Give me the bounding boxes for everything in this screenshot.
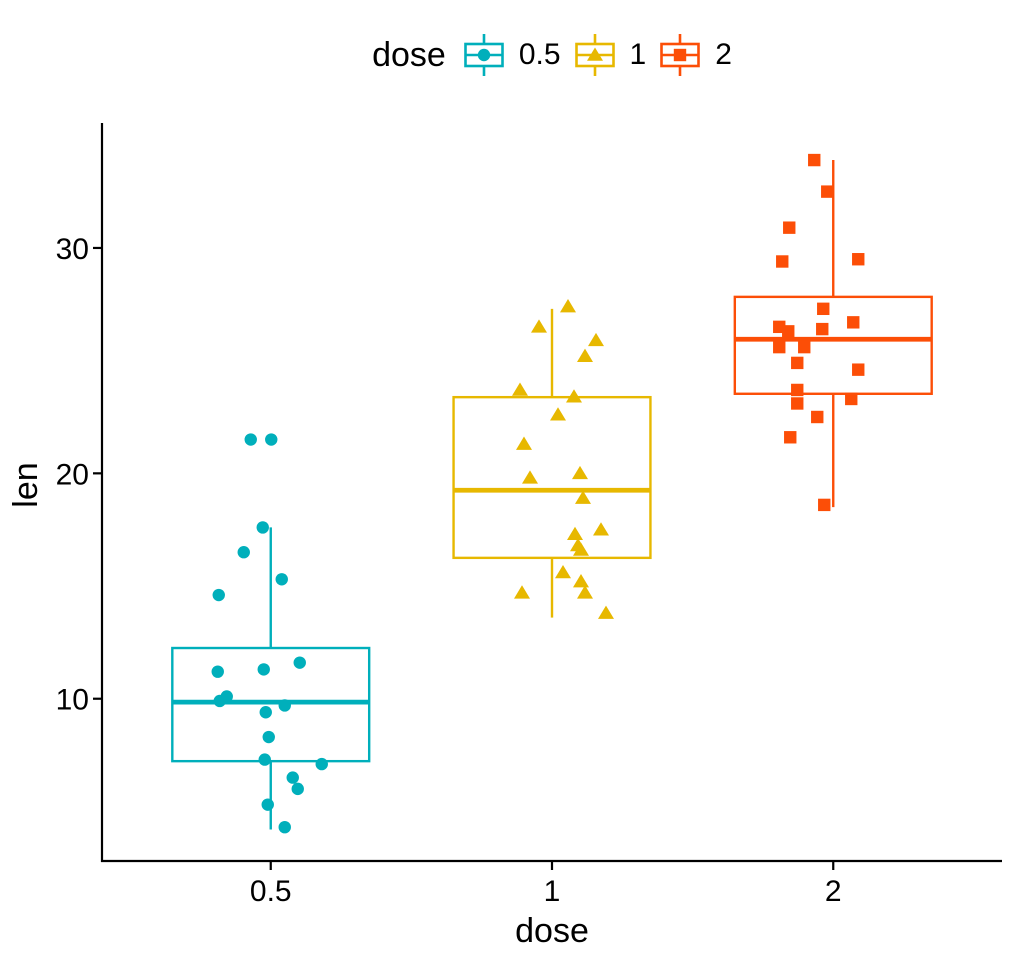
y-tick-label: 30 xyxy=(56,233,89,266)
jitter-point xyxy=(237,546,250,559)
jitter-point xyxy=(577,348,593,362)
jitter-point xyxy=(791,397,804,410)
legend-item: 0.5 xyxy=(464,33,561,77)
jitter-point xyxy=(845,392,858,406)
jitter-point xyxy=(522,470,538,484)
jitter-point xyxy=(566,389,582,403)
y-tick-label: 20 xyxy=(56,458,89,491)
jitter-point xyxy=(588,332,604,347)
legend-key-boxplot-square-icon xyxy=(660,34,701,76)
box-rect xyxy=(733,295,933,395)
jitter-point xyxy=(791,356,804,370)
jitter-point xyxy=(783,221,796,234)
legend-item-label: 1 xyxy=(629,38,647,71)
x-tick-label: 2 xyxy=(825,875,842,908)
jitter-point xyxy=(572,465,588,480)
box-rect xyxy=(171,646,371,763)
jitter-point xyxy=(512,382,528,396)
jitter-point xyxy=(555,565,571,579)
legend-item-label: 2 xyxy=(715,38,732,71)
jitter-point xyxy=(256,521,269,534)
jitter-point xyxy=(244,433,257,446)
boxplot-group-dose-1 xyxy=(452,299,652,619)
jitter-point xyxy=(262,730,275,744)
jitter-point xyxy=(847,316,860,329)
jitter-point xyxy=(784,431,797,444)
jitter-point xyxy=(852,363,865,376)
jitter-point xyxy=(293,656,306,669)
y-tick-label: 10 xyxy=(56,684,89,717)
jitter-point xyxy=(531,319,547,333)
x-tick-label: 0.5 xyxy=(250,875,292,908)
boxplot-group-dose-0.5 xyxy=(171,433,371,834)
jitter-point xyxy=(550,407,566,421)
jitter-point xyxy=(261,798,274,811)
jitter-point xyxy=(258,753,271,766)
jitter-point xyxy=(821,185,834,198)
jitter-point xyxy=(818,498,831,512)
jitter-point xyxy=(516,436,532,450)
x-axis-title: dose xyxy=(515,912,589,950)
jitter-point xyxy=(567,526,583,540)
box-rect xyxy=(452,395,652,560)
legend-key-shape xyxy=(586,47,603,61)
jitter-point xyxy=(265,433,278,446)
legend-title: dose xyxy=(372,35,446,74)
jitter-point xyxy=(776,255,789,268)
jitter-point xyxy=(773,340,786,354)
jitter-point xyxy=(808,153,821,167)
jitter-point xyxy=(560,299,576,313)
legend-item: 2 xyxy=(660,33,732,77)
legend-item: 1 xyxy=(574,33,647,77)
jitter-point xyxy=(286,771,299,784)
jitter-point xyxy=(514,585,530,599)
jitter-point xyxy=(816,322,829,336)
jitter-point xyxy=(278,699,291,712)
jitter-point xyxy=(598,605,614,619)
x-tick-label: 1 xyxy=(544,875,561,908)
jitter-point xyxy=(570,537,586,552)
legend-key-shape xyxy=(477,48,491,62)
jitter-point xyxy=(577,585,593,599)
jitter-point xyxy=(817,302,830,316)
y-axis-title: len xyxy=(7,462,45,508)
jitter-point xyxy=(211,665,224,678)
legend: dose 0.5 1 2 xyxy=(102,15,1002,95)
jitter-point xyxy=(291,782,304,796)
jitter-point xyxy=(811,410,824,424)
jitter-point xyxy=(593,522,609,536)
jitter-point xyxy=(852,253,865,266)
jitter-point xyxy=(798,340,811,354)
boxplot-group-dose-2 xyxy=(733,153,933,512)
jitter-point xyxy=(257,663,270,676)
jitter-point xyxy=(575,490,591,504)
legend-item-label: 0.5 xyxy=(518,38,561,71)
jitter-point xyxy=(220,690,233,703)
jitter-point xyxy=(782,325,795,338)
jitter-point xyxy=(573,574,589,588)
jitter-point xyxy=(791,383,804,397)
jitter-point xyxy=(212,588,225,602)
jitter-point xyxy=(275,573,288,586)
legend-key-boxplot-triangle-icon xyxy=(574,34,615,76)
jitter-point xyxy=(259,706,272,719)
legend-key-shape xyxy=(674,48,687,62)
legend-key-boxplot-circle-icon xyxy=(464,34,504,76)
jitter-point xyxy=(315,757,328,771)
jitter-point xyxy=(278,820,291,834)
